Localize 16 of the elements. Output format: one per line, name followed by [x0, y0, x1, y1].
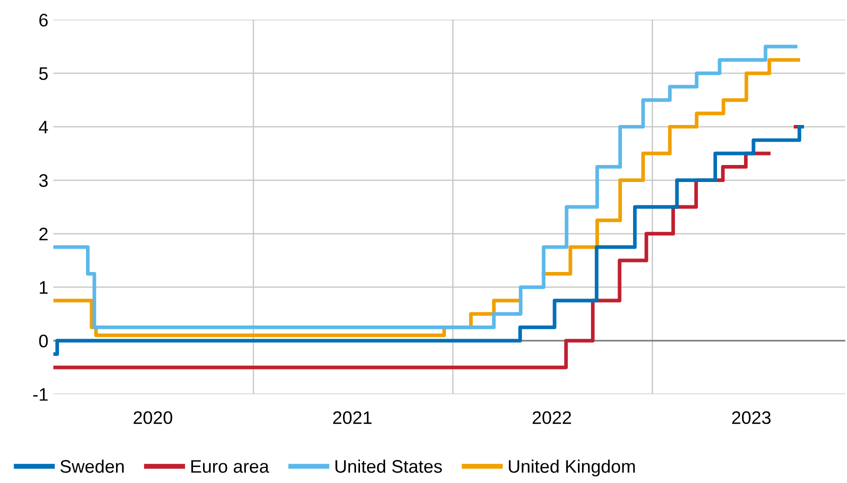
y-tick-label: 5 — [39, 67, 48, 80]
legend-label: Euro area — [191, 460, 270, 473]
y-tick-label: 0 — [39, 334, 48, 348]
x-tick-label: 2022 — [532, 411, 571, 424]
y-tick-label: 1 — [40, 281, 48, 294]
legend-label: Sweden — [60, 460, 124, 473]
y-tick-label: -1 — [33, 388, 48, 401]
y-tick-label: 6 — [39, 14, 48, 27]
x-tick-label: 2023 — [732, 411, 771, 424]
x-tick-label: 2021 — [333, 411, 372, 424]
legend-label: United Kingdom — [508, 460, 635, 476]
y-tick-label: 4 — [38, 120, 48, 134]
x-tick-label: 2020 — [134, 411, 172, 424]
legend-label: United States — [336, 460, 442, 473]
y-tick-label: 3 — [39, 174, 48, 187]
y-tick-label: 2 — [39, 228, 48, 240]
